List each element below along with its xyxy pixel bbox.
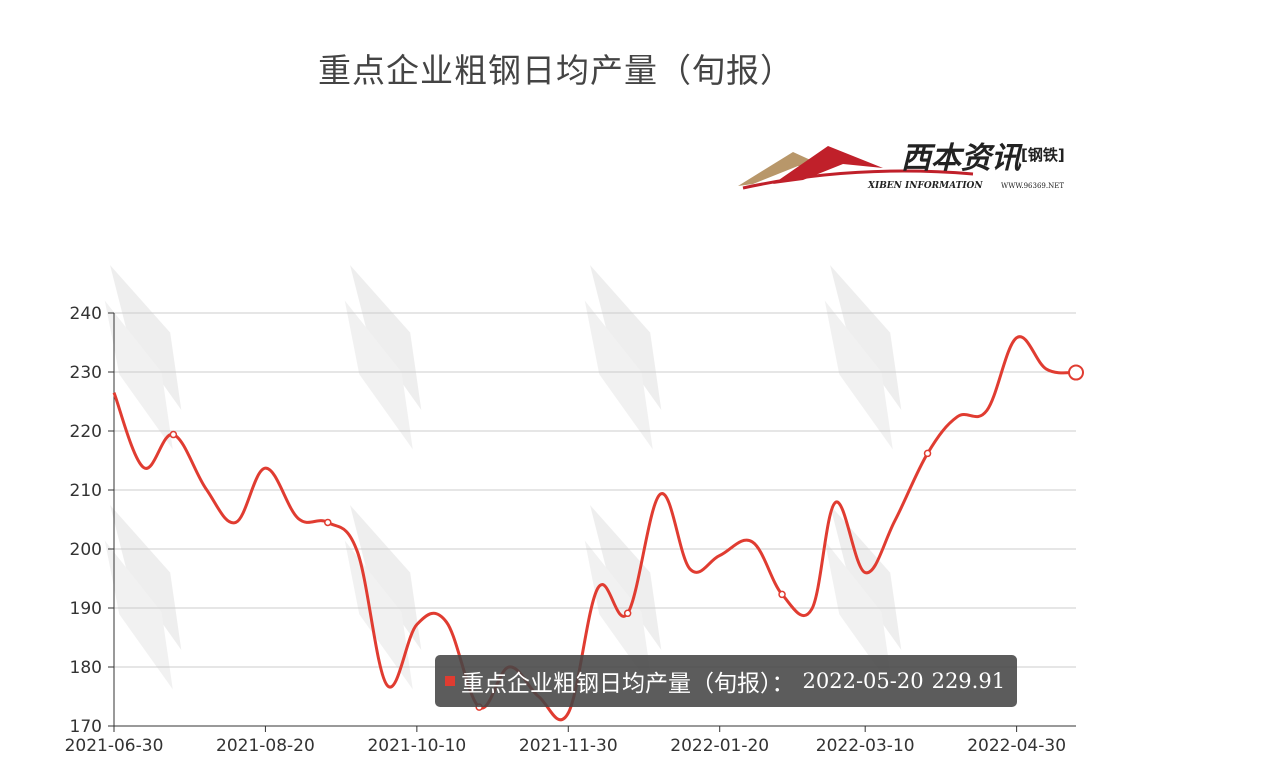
- watermark: [104, 265, 182, 450]
- tooltip-date: 2022-05-20: [802, 669, 924, 693]
- data-point: [778, 590, 786, 599]
- watermark-shape: [590, 505, 662, 650]
- data-point: [324, 518, 332, 527]
- logo-tag: [钢铁]: [1021, 146, 1065, 164]
- logo-mountain-red: [773, 146, 883, 184]
- y-tick-label: 230: [70, 363, 102, 383]
- watermark-shape: [344, 540, 413, 690]
- watermark-shape: [110, 265, 182, 410]
- data-point: [169, 430, 178, 439]
- x-tick-label: 2021-08-20: [216, 736, 315, 756]
- watermark-shape: [830, 265, 902, 410]
- y-tick-label: 190: [70, 599, 102, 619]
- chart-title: 重点企业粗钢日均产量（旬报）: [318, 51, 794, 90]
- x-tick-label: 2022-03-10: [816, 736, 915, 756]
- watermark: [584, 265, 662, 450]
- watermark-shape: [104, 540, 173, 690]
- watermark: [104, 505, 182, 690]
- watermark-layer: [104, 265, 902, 690]
- watermark-shape: [590, 265, 662, 410]
- logo-url: WWW.96369.NET: [1001, 182, 1064, 190]
- y-tick-label: 210: [70, 481, 102, 501]
- watermark: [824, 265, 902, 450]
- watermark-shape: [344, 300, 413, 450]
- watermark-shape: [830, 505, 902, 650]
- tooltip-value: 229.91: [931, 669, 1006, 693]
- logo-name: 西本资讯: [901, 141, 1023, 176]
- watermark-shape: [350, 265, 422, 410]
- watermark-shape: [350, 505, 422, 650]
- logo-mountain-gold: [738, 152, 828, 186]
- xiben-logo: 西本资讯 [钢铁] XIBEN INFORMATION WWW.96369.NE…: [738, 141, 1065, 191]
- logo-sub: XIBEN INFORMATION: [867, 181, 983, 191]
- axes: 170 180 190 200 210 220 230 240 2021-06-30 2021-0…: [65, 304, 1076, 756]
- watermark-shape: [110, 505, 182, 650]
- watermark: [344, 265, 422, 450]
- x-tick-label: 2022-04-30: [967, 736, 1066, 756]
- series-line: [112, 335, 1077, 722]
- y-tick-label: 240: [70, 304, 102, 324]
- y-tick-label: 220: [70, 422, 102, 442]
- logo-swoosh: [742, 169, 974, 190]
- x-tick-label: 2021-06-30: [65, 736, 164, 756]
- watermark-shape: [104, 300, 173, 450]
- watermark: [344, 505, 422, 690]
- tooltip-marker: [445, 676, 455, 686]
- tooltip: 重点企业粗钢日均产量（旬报）： 2022-05-20 229.91: [435, 655, 1018, 707]
- data-point: [623, 609, 632, 618]
- y-tick-label: 180: [70, 658, 102, 678]
- y-tick-label: 170: [70, 717, 102, 737]
- x-tick-label: 2021-10-10: [367, 736, 466, 756]
- data-point: [923, 449, 932, 458]
- tooltip-label: 重点企业粗钢日均产量（旬报）：: [461, 671, 795, 697]
- x-tick-label: 2022-01-20: [670, 736, 769, 756]
- watermark-shape: [824, 300, 893, 450]
- watermark-shape: [584, 300, 653, 450]
- x-tick-label: 2021-11-30: [519, 736, 618, 756]
- watermark: [824, 505, 902, 690]
- y-tick-label: 200: [70, 540, 102, 560]
- gridlines: [114, 312, 1076, 668]
- data-point-highlight: [1068, 364, 1084, 381]
- watermark-shape: [824, 540, 893, 690]
